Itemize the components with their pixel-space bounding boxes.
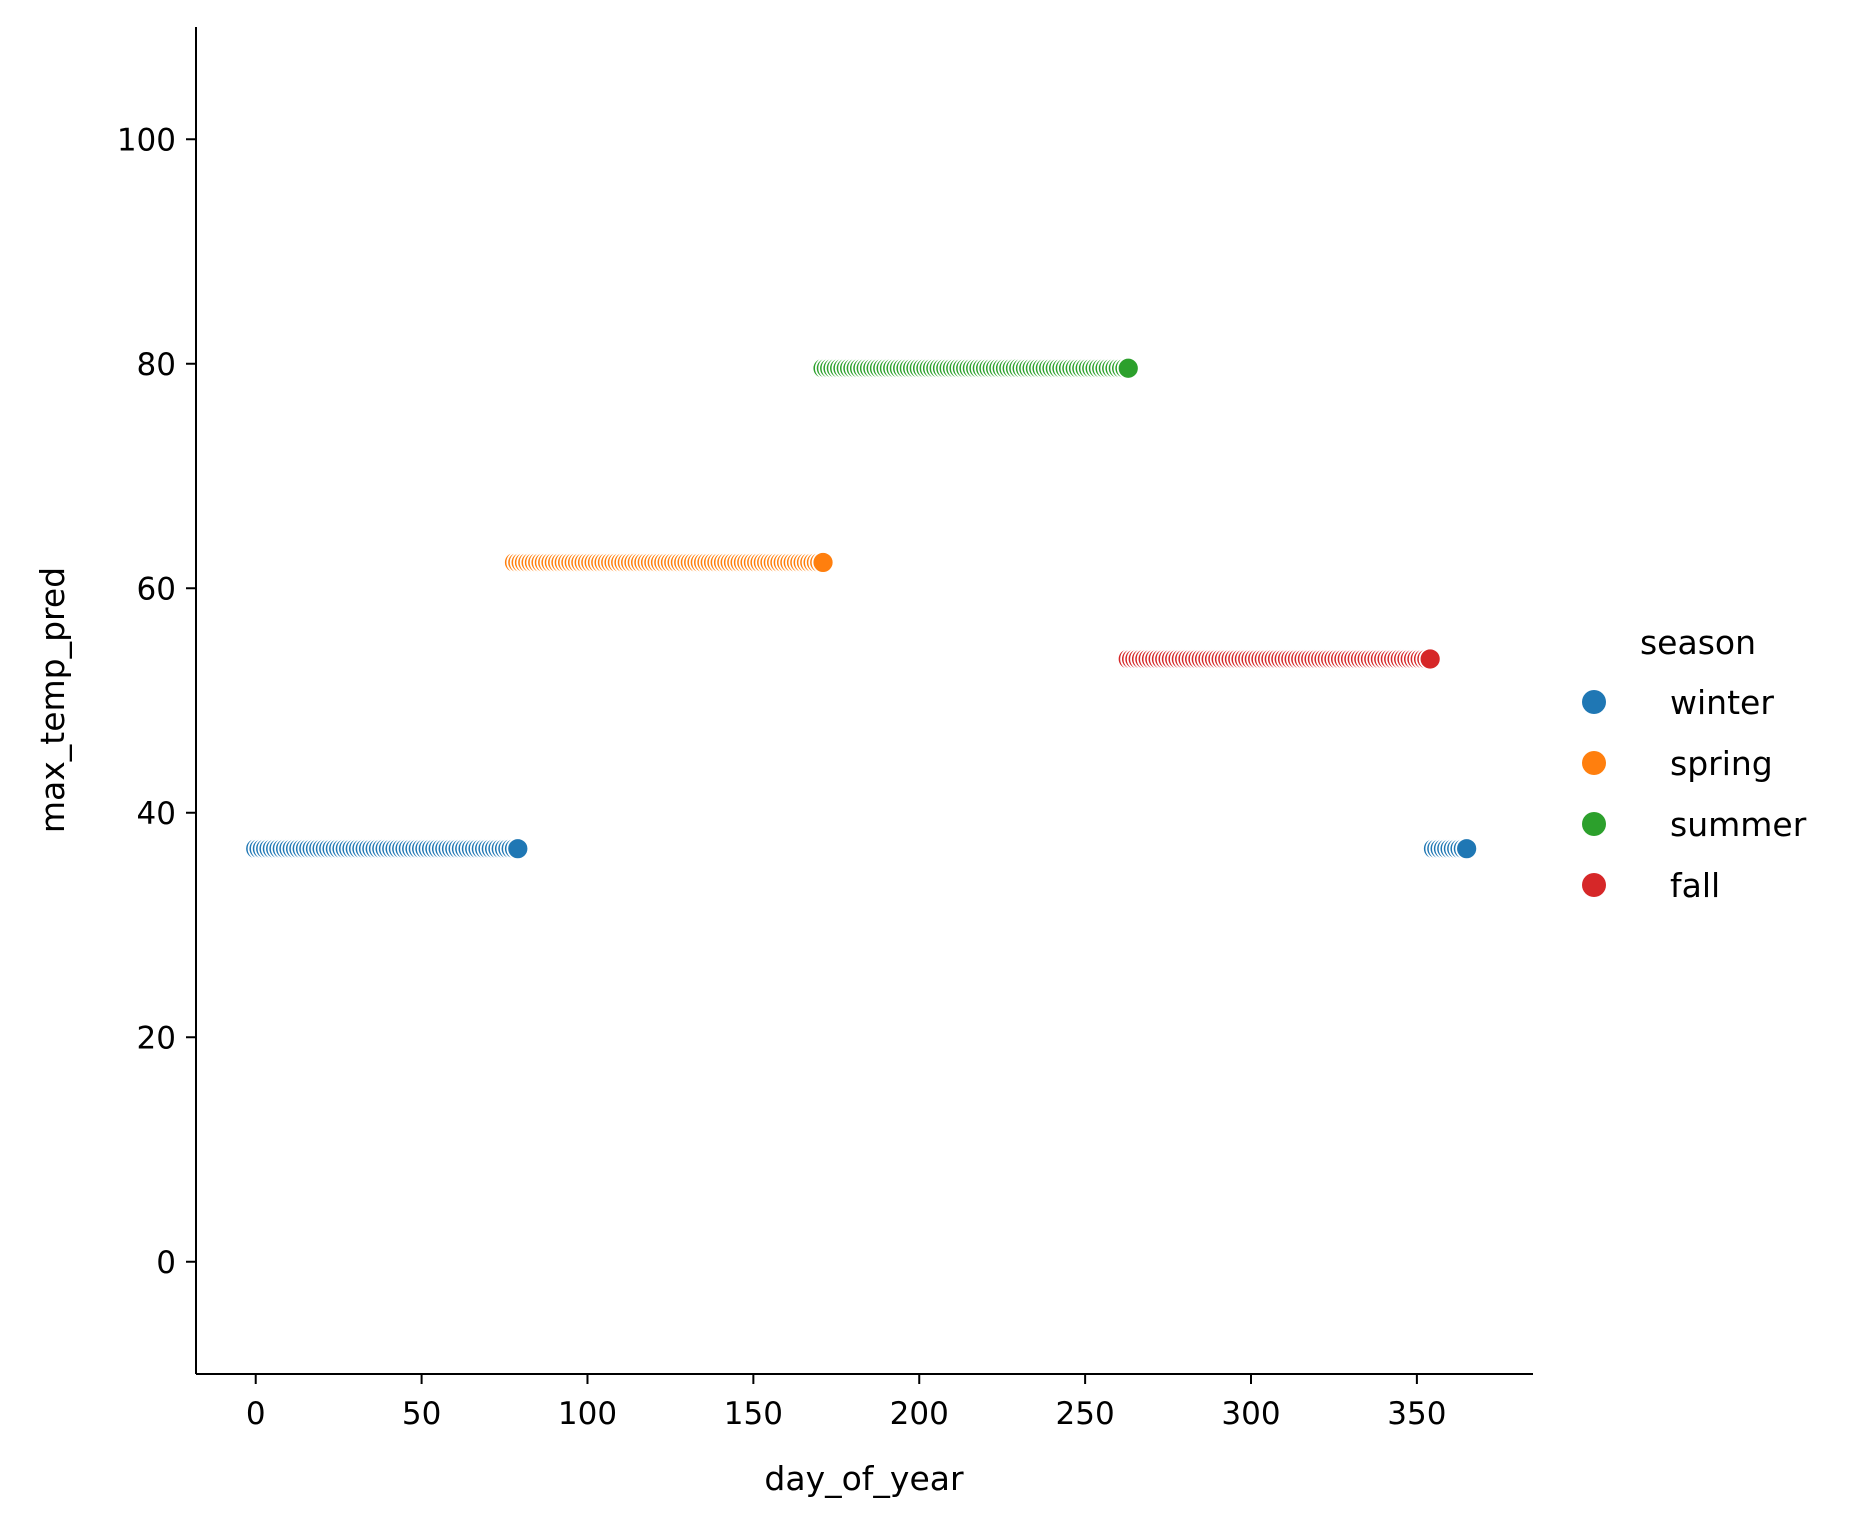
legend-marker-fall	[1582, 873, 1606, 897]
x-ticks: 0 50 100 150 200 250 300 350	[246, 1374, 1446, 1432]
y-tick-label: 80	[137, 347, 176, 383]
legend-label-winter: winter	[1670, 683, 1774, 722]
x-tick-label: 100	[558, 1396, 617, 1432]
legend-title: season	[1640, 623, 1756, 662]
y-tick-label: 40	[137, 796, 176, 832]
legend-marker-spring	[1582, 751, 1606, 775]
x-tick-label: 250	[1056, 1396, 1115, 1432]
data-point-winter	[1455, 837, 1479, 861]
y-tick-label: 0	[156, 1245, 176, 1281]
x-tick-label: 150	[724, 1396, 783, 1432]
data-point-winter	[506, 837, 530, 861]
data-point-fall	[1418, 647, 1442, 671]
data-point-summer	[1116, 356, 1140, 380]
x-tick-label: 300	[1221, 1396, 1280, 1432]
legend-label-fall: fall	[1670, 866, 1720, 905]
y-tick-label: 20	[137, 1020, 176, 1056]
legend-marker-summer	[1582, 812, 1606, 836]
legend-marker-winter	[1582, 690, 1606, 714]
legend: season winter spring summer fall	[1582, 623, 1807, 905]
legend-label-summer: summer	[1670, 805, 1807, 844]
x-tick-label: 200	[890, 1396, 949, 1432]
x-tick-label: 50	[402, 1396, 441, 1432]
y-axis-title: max_temp_pred	[33, 567, 72, 833]
x-tick-label: 350	[1387, 1396, 1446, 1432]
y-tick-label: 60	[137, 571, 176, 607]
y-ticks: 0 20 40 60 80 100	[117, 122, 196, 1281]
y-tick-label: 100	[117, 122, 176, 158]
legend-label-spring: spring	[1670, 744, 1773, 783]
x-tick-label: 0	[246, 1396, 266, 1432]
data-point-spring	[811, 551, 835, 574]
x-axis-title: day_of_year	[764, 1459, 964, 1498]
points-layer	[244, 356, 1479, 861]
